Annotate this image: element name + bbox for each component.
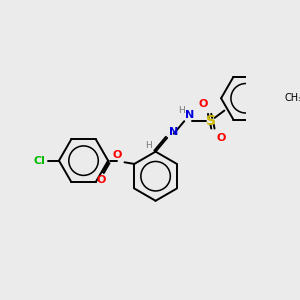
Text: O: O — [113, 150, 122, 160]
Text: O: O — [198, 99, 208, 109]
Text: O: O — [216, 134, 226, 143]
Text: H: H — [178, 106, 184, 116]
Text: N: N — [185, 110, 194, 120]
Text: H: H — [146, 141, 152, 150]
Text: Cl: Cl — [34, 156, 46, 166]
Text: O: O — [96, 176, 105, 185]
Text: CH₃: CH₃ — [285, 93, 300, 103]
Text: S: S — [206, 114, 216, 128]
Text: N: N — [169, 127, 178, 137]
